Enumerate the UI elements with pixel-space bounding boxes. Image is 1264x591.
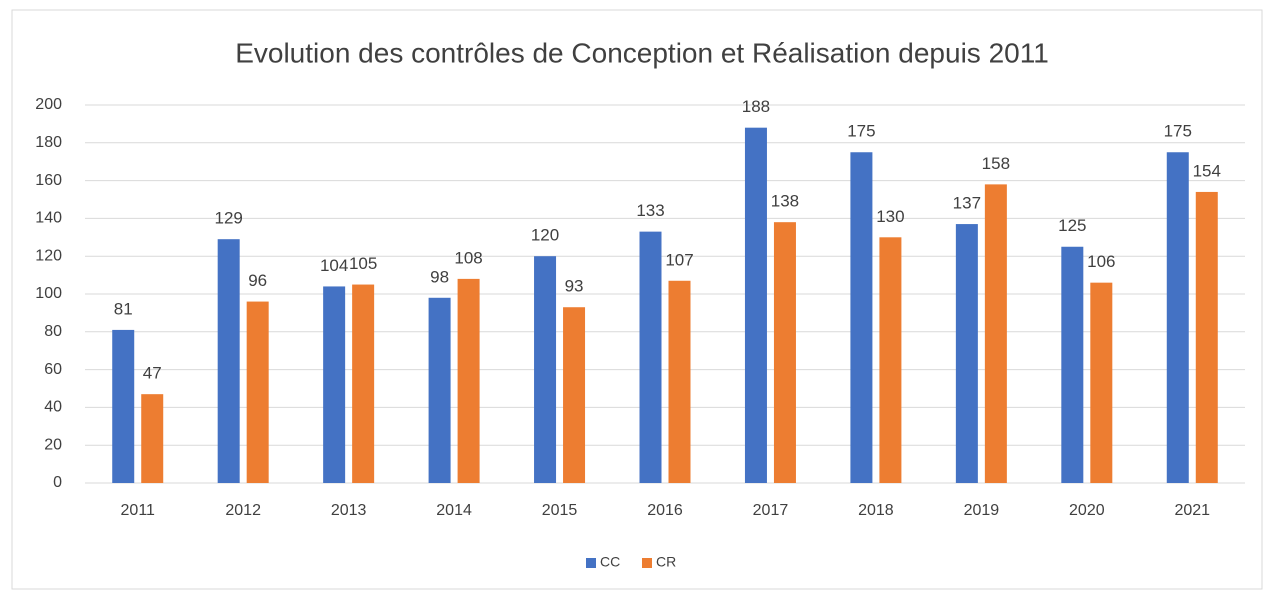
bar (246, 301, 269, 483)
bar (112, 329, 135, 483)
bar (773, 222, 796, 483)
y-tick-label: 120 (35, 247, 62, 264)
bar (563, 307, 586, 483)
bar (428, 297, 451, 483)
x-tick-label: 2011 (121, 502, 156, 519)
data-label: 47 (143, 364, 162, 383)
data-label: 188 (742, 97, 770, 116)
data-label: 98 (430, 267, 449, 286)
x-tick-label: 2015 (542, 502, 578, 519)
bar (457, 278, 480, 483)
data-label: 133 (636, 201, 664, 220)
data-label: 120 (531, 226, 559, 245)
data-label: 105 (349, 254, 377, 273)
data-label: 154 (1193, 161, 1221, 180)
bar (744, 127, 767, 484)
chart-title: Evolution des contrôles de Conception et… (235, 37, 1049, 68)
data-label: 81 (114, 299, 133, 318)
data-label: 125 (1058, 216, 1086, 235)
bar (1061, 246, 1084, 483)
y-tick-label: 40 (44, 399, 62, 416)
x-tick-label: 2014 (436, 502, 472, 519)
bar (1166, 152, 1189, 483)
data-label: 104 (320, 256, 348, 275)
data-label: 175 (847, 122, 875, 141)
bar (141, 394, 164, 483)
data-label: 175 (1164, 122, 1192, 141)
y-tick-label: 100 (35, 285, 62, 302)
data-label: 107 (665, 250, 693, 269)
data-label: 138 (771, 192, 799, 211)
data-label: 130 (876, 207, 904, 226)
legend-label: CC (600, 554, 620, 570)
data-label: 137 (953, 194, 981, 213)
data-label: 96 (248, 271, 267, 290)
x-tick-label: 2018 (858, 502, 894, 519)
data-label: 129 (214, 209, 242, 228)
y-tick-label: 20 (44, 436, 62, 453)
y-tick-label: 160 (35, 172, 62, 189)
y-tick-label: 200 (35, 96, 62, 113)
bar (850, 152, 873, 483)
bar (217, 239, 240, 483)
bar (1195, 191, 1218, 483)
x-tick-label: 2020 (1069, 502, 1105, 519)
x-tick-label: 2019 (964, 502, 1000, 519)
x-tick-label: 2016 (647, 502, 683, 519)
bar (984, 184, 1007, 483)
bar (1090, 282, 1113, 483)
bar (534, 256, 557, 483)
data-label: 93 (565, 277, 584, 296)
x-tick-label: 2017 (753, 502, 789, 519)
bar (879, 237, 902, 483)
bar (352, 284, 375, 483)
y-tick-label: 140 (35, 210, 62, 227)
y-tick-label: 80 (44, 323, 62, 340)
data-label: 108 (454, 248, 482, 267)
legend-swatch (642, 558, 652, 568)
bar (639, 231, 662, 483)
y-tick-label: 60 (44, 361, 62, 378)
bar (955, 224, 978, 483)
data-label: 106 (1087, 252, 1115, 271)
bar (323, 286, 346, 483)
y-tick-label: 180 (35, 134, 62, 151)
x-tick-label: 2013 (331, 502, 367, 519)
x-tick-label: 2012 (225, 502, 261, 519)
bar (668, 280, 691, 483)
y-tick-label: 0 (53, 474, 62, 491)
legend-label: CR (656, 554, 676, 570)
data-label: 158 (982, 154, 1010, 173)
legend-swatch (586, 558, 596, 568)
x-tick-label: 2021 (1174, 502, 1210, 519)
